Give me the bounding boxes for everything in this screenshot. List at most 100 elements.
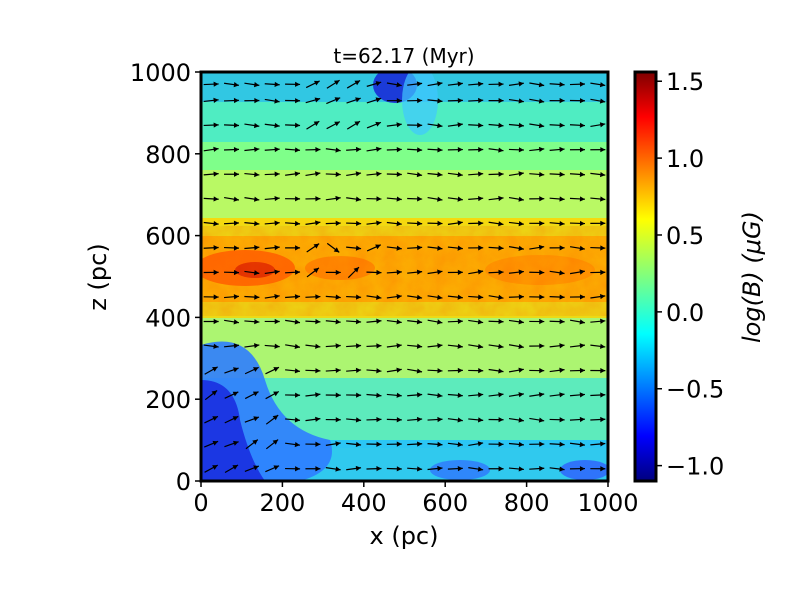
colorbar-tick-label: 1.0 [666,145,704,173]
vector-arrow-head [233,269,240,276]
vector-arrow-head [355,343,362,349]
vector-arrow-head [273,465,280,471]
vector-arrow-head [437,81,443,87]
x-tick-label: 200 [259,489,305,517]
vector-arrow-head [274,294,280,300]
vector-arrow-head [457,441,463,448]
vector-arrow-head [457,147,463,153]
vector-arrow-head [457,196,463,202]
vector-arrow-head [437,319,443,325]
vector-arrow-head [498,417,504,423]
vector-arrow-head [396,196,402,202]
vector-arrow-head [233,245,240,251]
vector-arrow-head [599,294,606,300]
vector-arrow-head [518,122,524,128]
vector-arrow-head [416,319,423,325]
x-tick-label: 600 [422,489,468,517]
vector-arrow-head [538,146,545,153]
vector-arrow-head [437,220,443,227]
vector-arrow-head [478,294,484,300]
vector-arrow-head [274,171,280,177]
colorbar-axis: 1.5 1.0 0.5 0.0 −0.5 −1.0 [656,68,724,481]
vector-arrow-head [559,81,565,88]
vector-arrow-head [252,439,258,445]
vector-arrow-head [417,147,423,153]
vector-arrow-head [355,196,362,202]
vector-arrow-head [254,220,260,227]
vector-arrow-head [498,392,504,398]
vector-arrow-head [579,220,585,227]
vector-arrow-head [355,319,362,325]
vector-arrow-head [274,98,280,104]
vector-arrow-head [375,97,382,103]
vector-arrow-head [518,294,524,300]
vector-arrow-head [437,98,443,104]
vector-arrow-head [254,319,260,325]
vector-arrow-head [254,171,260,178]
vector-arrow-head [539,269,545,276]
vector-arrow-head [274,318,280,325]
vector-arrow-head [417,122,423,128]
vector-arrow-head [213,245,219,251]
vector-arrow-head [559,417,565,423]
vector-arrow-head [538,417,545,423]
vector-arrow-head [478,368,484,374]
vector-arrow-head [314,97,321,103]
vector-arrow-head [315,466,321,472]
vector-arrow-head [355,367,362,373]
vector-arrow-head [376,392,382,398]
y-tick-label: 400 [145,304,191,332]
vector-arrow-head [232,391,239,397]
vector-arrow-head [234,171,240,177]
vector-arrow-head [335,171,341,177]
vector-arrow-head [457,269,463,275]
vector-arrow-head [213,97,219,103]
vector-arrow-head [294,220,301,227]
vector-arrow-head [315,196,321,202]
vector-arrow-head [559,196,565,202]
vector-arrow-head [254,146,260,153]
vector-arrow-head [518,269,524,275]
vector-arrow-head [559,98,565,104]
vector-arrow-head [294,147,301,153]
vector-arrow-head [600,466,606,472]
vector-arrow-head [396,466,402,472]
colorbar-tick-label: 0.0 [666,299,704,327]
vector-arrow-head [417,97,423,104]
vector-arrow-head [599,122,606,128]
vector-arrow-head [396,417,402,423]
vector-arrow-head [498,245,504,251]
x-tick-label: 800 [504,489,550,517]
vector-arrow-head [294,269,301,275]
vector-arrow-head [477,392,484,398]
vector-arrow-head [335,343,341,349]
y-tick-label: 200 [145,386,191,414]
vector-arrow-head [335,294,341,300]
vector-arrow-head [417,196,423,202]
vector-arrow-head [600,367,606,374]
vector-arrow-head [559,171,565,177]
vector-arrow-head [315,368,321,374]
vector-arrow-head [376,196,382,202]
vector-arrow-head [538,392,545,398]
vector-arrow-head [457,392,463,398]
vector-arrow-head [353,267,359,273]
vector-arrow-head [233,220,240,226]
colorbar [633,70,658,483]
vector-arrow-head [233,367,239,373]
vector-arrow-head [518,171,524,177]
x-tick-label: 400 [341,489,387,517]
vector-arrow-head [579,147,585,153]
vector-arrow-head [253,367,259,372]
vector-arrow-head [437,147,443,153]
vector-arrow-head [294,171,301,177]
vector-arrow-head [498,269,504,275]
vector-arrow-head [599,343,606,349]
vector-arrow-head [457,294,463,300]
y-tick-label: 0 [176,468,191,496]
vector-arrow-head [498,466,504,472]
vector-arrow-head [375,81,382,87]
vector-arrow-head [273,367,279,372]
vector-arrow-head [212,440,219,446]
vector-arrow-head [233,196,239,202]
